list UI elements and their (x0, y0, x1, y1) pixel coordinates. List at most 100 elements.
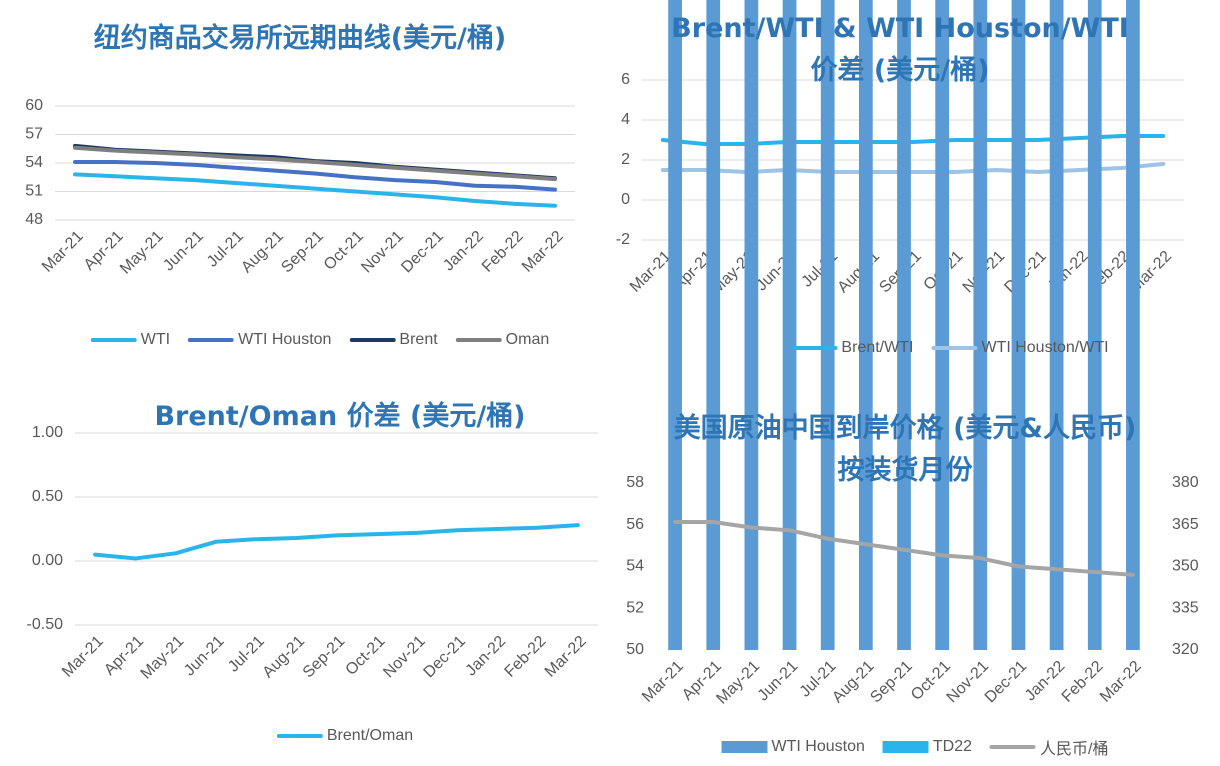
bar (897, 0, 911, 651)
y-tick-label: 56 (626, 516, 644, 533)
legend-item: WTI Houston (721, 738, 865, 756)
legend-label: WTI (140, 331, 171, 348)
y-tick-label: 0.00 (32, 552, 63, 569)
legend-label: Brent/Oman (326, 727, 414, 744)
y2-tick-label: 380 (1172, 474, 1199, 491)
bar (1011, 0, 1026, 650)
line (73, 145, 557, 182)
chart-title: Brent/WTI & WTI Houston/WTI 价差 (美元/桶) (671, 13, 1129, 86)
legend-swatch (721, 741, 768, 753)
legend-label: Oman (505, 331, 550, 348)
x-tick-label: Jun-21 (755, 658, 802, 705)
y-tick-label: 0.50 (32, 488, 63, 505)
legend: WTI WTI Houston Brent Oman (90, 331, 550, 349)
y-tick-label: 58 (626, 474, 644, 491)
x-tick-label: Mar-22 (519, 228, 567, 276)
x-tick-label: Dec-21 (421, 633, 470, 682)
legend-swatch (90, 338, 137, 342)
legend-swatch (188, 338, 235, 342)
x-tick-label: Jan-22 (440, 228, 487, 275)
chart-title: 纽约商品交易所远期曲线(美元/桶) (93, 23, 507, 54)
y-tick-label: 2 (621, 151, 630, 168)
bar (744, 0, 759, 650)
x-tick-label: May-21 (117, 228, 167, 278)
y2-tick-label: 335 (1172, 599, 1199, 616)
bar (820, 0, 835, 650)
legend-swatch (990, 745, 1037, 749)
x-tick-label: Sep-21 (867, 658, 916, 707)
legend-label: WTI Houston (238, 331, 332, 348)
chart-title: 美国原油中国到岸价格 (美元&人民币) 按装货月份 (673, 413, 1137, 486)
x-tick-label: Mar-22 (1097, 658, 1145, 706)
x-tick-label: Mar-22 (542, 633, 590, 681)
y-tick-label: 54 (626, 558, 644, 575)
x-tick-label: Nov-21 (944, 658, 993, 707)
x-tick-label: Dec-21 (1001, 248, 1050, 297)
bar (858, 0, 873, 650)
x-tick-label: Sep-21 (300, 633, 349, 682)
legend-swatch (349, 338, 396, 342)
legend-swatch (276, 734, 323, 738)
y-tick-label: 57 (25, 126, 43, 143)
legend-label: Brent (399, 331, 438, 348)
x-tick-label: Jan-22 (463, 633, 510, 680)
bar (706, 0, 721, 651)
legend-item: WTI Houston/WTI (931, 339, 1109, 357)
y2-tick-label: 350 (1172, 558, 1199, 575)
y-tick-label: 51 (25, 183, 43, 200)
legend-swatch-bar (721, 741, 768, 753)
x-tick-label: Mar-21 (39, 228, 87, 276)
bar (1126, 0, 1140, 650)
y-tick-label: -2 (616, 231, 630, 248)
chart-title: Brent/Oman 价差 (美元/桶) (154, 401, 526, 432)
x-tick-label: Jun-21 (160, 228, 207, 275)
x-tick-label: Nov-21 (358, 228, 407, 277)
bar (973, 0, 988, 651)
y-tick-label: 4 (621, 111, 630, 128)
legend-item: Brent (349, 331, 438, 349)
legend-swatch-bar (882, 741, 929, 753)
legend: Brent/Oman (276, 727, 414, 745)
x-tick-label: Nov-21 (380, 633, 429, 682)
x-tick-label: Feb-22 (479, 228, 527, 276)
y2-tick-label: 365 (1172, 516, 1199, 533)
y-tick-label: 60 (25, 97, 43, 114)
legend-item: Oman (455, 331, 550, 349)
legend-label: 人民币/桶 (1040, 741, 1109, 758)
x-tick-label: Mar-21 (627, 248, 675, 296)
x-tick-label: Mar-21 (639, 658, 687, 706)
legend-item: TD22 (882, 738, 973, 756)
legend-label: Brent/WTI (841, 339, 914, 356)
legend-swatch (455, 338, 502, 342)
y2-tick-label: 320 (1172, 641, 1199, 658)
legend-label: TD22 (932, 738, 973, 755)
x-tick-label: May-21 (713, 658, 763, 708)
legend-item: Brent/Oman (276, 727, 414, 745)
bar (1049, 0, 1064, 650)
bar (1087, 0, 1102, 650)
legend-item: WTI (90, 331, 171, 349)
x-tick-label: Sep-21 (278, 228, 327, 277)
x-tick-label: Dec-21 (398, 228, 447, 277)
y-tick-label: 6 (621, 71, 630, 88)
legend-item: WTI Houston (188, 331, 331, 349)
line (673, 519, 1135, 577)
legend-item: 人民币/桶 (990, 735, 1108, 759)
y-tick-label: 54 (25, 154, 43, 171)
x-tick-label: Feb-22 (502, 633, 550, 681)
x-tick-label: Aug-21 (835, 248, 884, 297)
x-tick-label: Aug-21 (829, 658, 878, 707)
legend-label: WTI Houston/WTI (981, 339, 1109, 356)
y-tick-label: -0.50 (27, 616, 64, 633)
y-tick-label: 50 (626, 641, 644, 658)
legend-swatch (791, 346, 838, 350)
line (73, 172, 557, 208)
x-tick-label: Aug-21 (238, 228, 287, 277)
x-tick-label: Aug-21 (260, 633, 309, 682)
legend-item: Brent/WTI (791, 339, 913, 357)
legend-swatch (931, 346, 978, 350)
legend-label: WTI Houston (771, 738, 865, 755)
legend: WTI Houston TD22 人民币/桶 (721, 735, 1108, 759)
